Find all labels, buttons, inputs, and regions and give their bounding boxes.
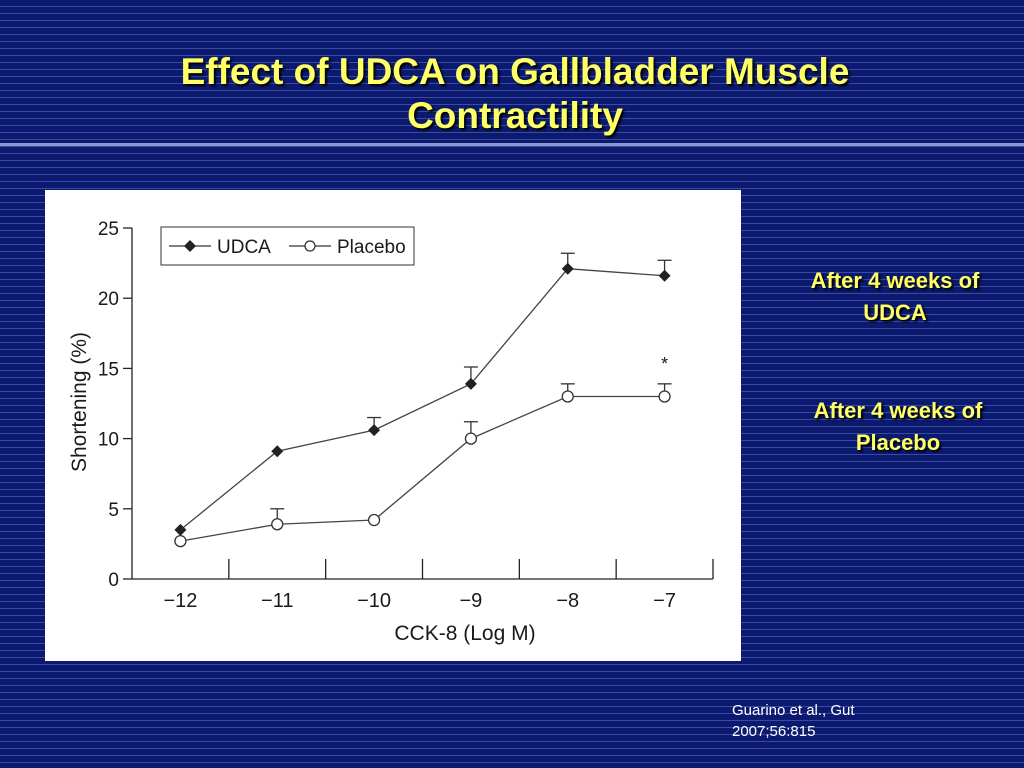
legend: UDCA Placebo (160, 226, 415, 266)
data-point-placebo (464, 432, 478, 445)
significance-asterisk: * (661, 354, 668, 374)
note-udca: After 4 weeks of UDCA (780, 265, 1010, 329)
x-tick-label: −7 (653, 590, 676, 612)
y-tick-label: 0 (108, 570, 119, 591)
title-divider (0, 143, 1024, 146)
data-point-placebo (658, 390, 671, 403)
y-tick-label: 20 (98, 289, 119, 310)
title-line-2: Contractility (407, 95, 623, 136)
series-udca (174, 252, 672, 536)
y-tick-label: 5 (108, 500, 119, 521)
data-point-placebo (367, 513, 381, 527)
data-point-udca (464, 377, 477, 390)
data-point-placebo (271, 518, 284, 531)
citation-line-1: Guarino et al., Gut (732, 702, 855, 719)
legend-placebo-marker (304, 240, 316, 252)
citation-line-2: 2007;56:815 (732, 723, 816, 740)
annotations: * (661, 354, 668, 374)
data-point-udca (174, 523, 187, 536)
series-placebo (174, 383, 672, 548)
note-udca-line-1: After 4 weeks of (810, 268, 980, 293)
y-tick-label: 25 (98, 219, 119, 240)
series-line-udca (180, 268, 665, 531)
x-tick-label: −10 (357, 590, 391, 612)
x-tick-label: −12 (163, 590, 197, 612)
chart-panel: 0 5 10 15 20 25 −12 −11 −10 −9 −8 −7 CCK-8 (Log M)… (45, 190, 741, 661)
data-point-udca (658, 269, 671, 282)
y-axis-label: Shortening (%) (68, 332, 91, 472)
legend-udca-marker (184, 240, 196, 252)
note-placebo-line-1: After 4 weeks of (813, 398, 983, 423)
x-ticks: −12 −11 −10 −9 −8 −7 (163, 559, 714, 612)
note-placebo: After 4 weeks of Placebo (780, 395, 1016, 459)
x-tick-label: −11 (261, 590, 293, 612)
x-tick-label: −9 (460, 590, 483, 612)
data-point-placebo (561, 390, 574, 403)
title-line-1: Effect of UDCA on Gallbladder Muscle (180, 51, 850, 92)
series-line-placebo (180, 395, 665, 542)
x-tick-label: −8 (556, 590, 579, 612)
y-tick-label: 15 (98, 359, 119, 380)
data-point-udca (368, 424, 381, 437)
y-tick-label: 10 (98, 430, 119, 451)
note-udca-line-2: UDCA (863, 300, 927, 325)
legend-udca-label: UDCA (217, 237, 271, 258)
data-point-udca (561, 262, 574, 275)
x-axis-label: CCK-8 (Log M) (394, 622, 535, 645)
line-chart: 0 5 10 15 20 25 −12 −11 −10 −9 −8 −7 CCK-8 (Log M)… (68, 219, 714, 645)
y-ticks: 0 5 10 15 20 25 (98, 219, 132, 591)
legend-placebo-label: Placebo (337, 237, 406, 258)
citation: Guarino et al., Gut 2007;56:815 (732, 700, 932, 742)
slide-title: Effect of UDCA on Gallbladder Muscle Con… (60, 50, 970, 138)
data-point-placebo (174, 534, 187, 548)
note-placebo-line-2: Placebo (855, 430, 941, 455)
data-point-udca (271, 445, 284, 458)
